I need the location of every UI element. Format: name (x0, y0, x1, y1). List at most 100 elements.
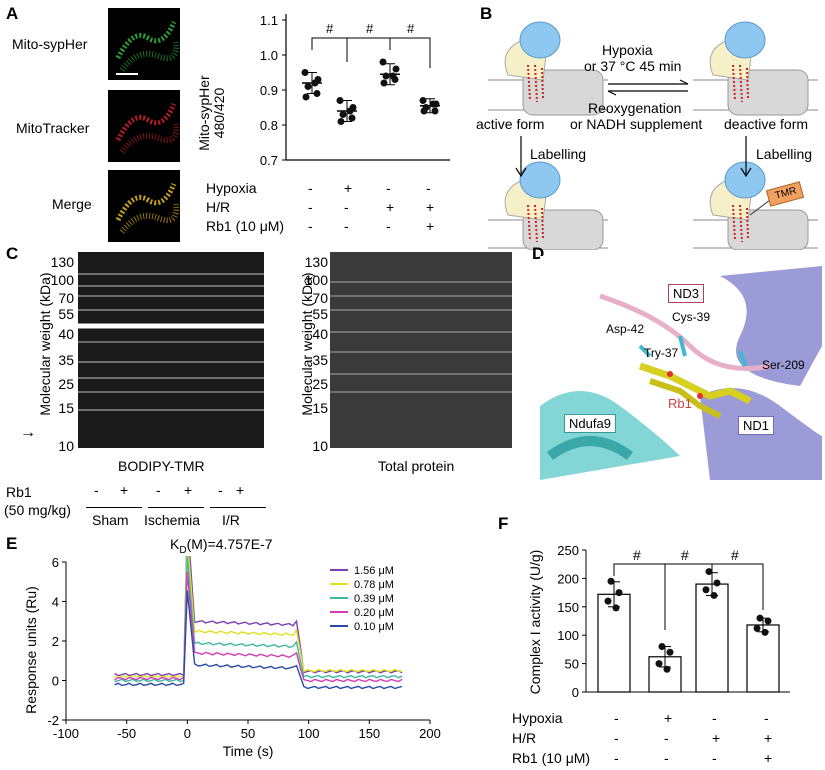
panel-f-data-point (666, 648, 674, 656)
panel-e-xtick-label: 100 (298, 726, 320, 741)
panel-f-sign: - (712, 710, 717, 726)
panel-a-sig-3: # (407, 21, 415, 36)
panel-f-cond-hr: H/R (512, 730, 537, 746)
panel-a-data-point (380, 79, 388, 87)
complex-deactive-bottom (693, 161, 818, 250)
panel-a-data-point (348, 114, 356, 122)
panel-f-sign: + (764, 750, 773, 766)
nd1-label: ND1 (738, 416, 775, 435)
rb1-label-c: Rb1 (6, 484, 32, 500)
gel2-marker-label: 70 (312, 290, 328, 306)
panel-a-letter: A (6, 4, 19, 23)
panel-c-letter: C (6, 244, 19, 263)
panel-e-ytick-label: 6 (52, 556, 59, 570)
panel-e-xtick-label: 150 (358, 726, 380, 741)
panel-a-cond-hypoxia: Hypoxia (206, 180, 257, 196)
panel-a-sign: - (308, 199, 313, 215)
panel-a-sign: - (386, 218, 391, 234)
panel-a-sign: - (308, 180, 313, 196)
gel-lane-sign: - (218, 482, 223, 498)
panel-f-bar (695, 583, 729, 693)
micrograph-mito-sypher (108, 8, 180, 80)
reoxygenation-line1: Reoxygenation (588, 100, 682, 116)
gel2-marker-label: 10 (312, 438, 328, 454)
panel-f-data-point (658, 643, 666, 651)
panel-a-data-point (392, 65, 400, 73)
panel-f-sign: - (664, 730, 669, 746)
panel-f-cond-rb1: Rb1 (10 μM) (512, 750, 591, 766)
panel-a-data-point (419, 97, 427, 104)
panel-a-sign: - (344, 218, 349, 234)
gel2-title: Total protein (378, 458, 455, 474)
panel-a-sign: - (344, 199, 349, 215)
panel-a-ylabel-line1: Mito-sypHer (196, 75, 212, 151)
panel-a-data-point (431, 107, 439, 115)
gel-lane-sign: + (236, 482, 245, 498)
panel-e-xtick-label: 50 (241, 726, 255, 741)
panel-f-sign: + (712, 730, 721, 746)
ischemia-underline (148, 507, 204, 508)
panel-a-data-point (420, 107, 428, 115)
panel-a-ytick-label: 0.8 (260, 118, 278, 133)
panel-a-ylabel-line2: 480/420 (211, 87, 227, 139)
panel-f-data-point (655, 660, 663, 668)
panel-a-ylabel: Mito-sypHer 480/420 (196, 58, 227, 178)
panel-a-sign: + (426, 199, 435, 215)
arrow-10kda: → (20, 424, 36, 441)
panel-f-data-point (615, 589, 623, 597)
gel-bodipy-tmr (78, 252, 264, 448)
hypoxia-condition-line2: or 37 °C 45 min (584, 58, 682, 74)
panel-f-sig-1: # (633, 547, 641, 563)
panel-a-data-point (379, 58, 387, 66)
panel-a-cond-rb1: Rb1 (10 μM) (206, 218, 285, 234)
panel-f-data-point (713, 579, 721, 587)
panel-a-data-point (302, 93, 310, 101)
ser209-label: Ser-209 (762, 358, 805, 372)
panel-f-sig-3: # (731, 547, 739, 563)
gel1-marker-label: 55 (58, 306, 74, 322)
rb1-ligand-label: Rb1 (668, 396, 692, 411)
panel-f-data-point (761, 628, 769, 636)
panel-f-data-point (756, 614, 764, 622)
legend-label: 0.20 μM (354, 607, 394, 619)
panel-a-data-point (301, 69, 309, 76)
gel-lane-sign: + (120, 482, 129, 498)
docking-structure (540, 256, 822, 480)
kd-sub: D (179, 544, 187, 556)
panel-a-data-point (336, 97, 344, 104)
legend-label: 1.56 μM (354, 565, 394, 577)
ir-underline (210, 507, 266, 508)
group-sham: Sham (92, 512, 129, 528)
panel-f-ytick-label: 200 (557, 571, 579, 586)
sensorgram-series-4 (114, 590, 403, 690)
panel-a-sign: - (308, 218, 313, 234)
panel-a-data-point (429, 100, 437, 108)
panel-a-ytick-label: 1.0 (260, 48, 278, 63)
gel2-marker-label: 15 (312, 400, 328, 416)
panel-a-sign: + (386, 199, 395, 215)
dose-label-c: (50 mg/kg) (4, 502, 71, 518)
panel-e-ytick-label: 0 (52, 674, 59, 689)
panel-f-bar (746, 624, 780, 693)
labelling-left: Labelling (530, 146, 587, 162)
panel-f-ytick-label: 250 (557, 543, 579, 558)
panel-b-letter: B (480, 4, 493, 23)
panel-a-ytick-label: 0.7 (260, 153, 278, 168)
panel-a-sign: - (386, 180, 391, 196)
try37-label: Try-37 (644, 346, 679, 360)
kd-prefix: K (170, 536, 180, 552)
panel-a-cond-hr: H/R (206, 199, 231, 215)
panel-f-sign: - (712, 750, 717, 766)
nd3-label: ND3 (668, 284, 705, 303)
legend-label: 0.78 μM (354, 579, 394, 591)
gel1-marker-label: 25 (58, 376, 74, 392)
mitotracker-label: MitoTracker (16, 120, 90, 136)
gel1-marker-label: 15 (58, 400, 74, 416)
cys39-label: Cys-39 (672, 310, 711, 324)
gel-lane-sign: - (156, 482, 161, 498)
panel-a-data-point (339, 111, 347, 118)
gel2-marker-label: 35 (312, 352, 328, 368)
panel-a-ytick-label: 1.1 (260, 13, 278, 28)
kd-value: KD(M)=4.757E-7 (170, 536, 273, 556)
panel-f-data-point (663, 665, 671, 673)
